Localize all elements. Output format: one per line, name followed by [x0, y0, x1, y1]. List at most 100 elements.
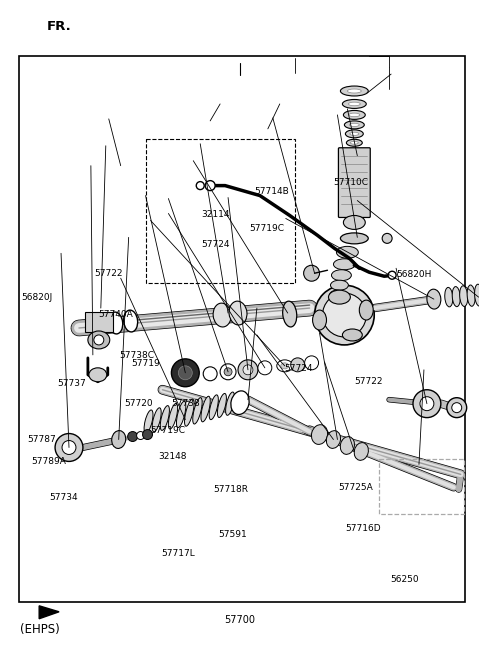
Ellipse shape — [343, 111, 365, 120]
Ellipse shape — [340, 233, 368, 244]
Ellipse shape — [344, 121, 364, 129]
Circle shape — [62, 441, 76, 455]
Circle shape — [179, 366, 192, 380]
Circle shape — [243, 365, 253, 375]
Ellipse shape — [342, 99, 366, 109]
Ellipse shape — [94, 335, 104, 345]
Ellipse shape — [340, 86, 368, 96]
Ellipse shape — [452, 286, 460, 307]
Circle shape — [137, 432, 144, 439]
Ellipse shape — [193, 398, 202, 424]
Text: 57722: 57722 — [355, 377, 383, 387]
Circle shape — [291, 358, 305, 372]
Text: 57787: 57787 — [28, 434, 56, 443]
Text: 57722: 57722 — [95, 269, 123, 278]
Text: 56820J: 56820J — [22, 292, 53, 301]
Text: 57719: 57719 — [131, 359, 160, 368]
Text: 57789A: 57789A — [31, 456, 66, 466]
Text: 57700: 57700 — [225, 615, 255, 625]
Ellipse shape — [184, 399, 194, 426]
Ellipse shape — [326, 431, 340, 449]
Ellipse shape — [332, 269, 351, 281]
Circle shape — [203, 367, 217, 381]
Ellipse shape — [360, 300, 373, 320]
Ellipse shape — [231, 391, 249, 415]
Ellipse shape — [209, 395, 218, 420]
Text: 32114: 32114 — [201, 211, 229, 220]
Ellipse shape — [460, 286, 468, 307]
Bar — [379, 460, 464, 514]
Polygon shape — [39, 606, 59, 619]
Ellipse shape — [347, 139, 362, 146]
Circle shape — [314, 285, 374, 345]
Ellipse shape — [348, 89, 361, 93]
Text: 56250: 56250 — [390, 575, 419, 584]
Ellipse shape — [467, 285, 475, 306]
Ellipse shape — [213, 303, 231, 327]
Ellipse shape — [177, 402, 186, 428]
Text: (EHPS): (EHPS) — [21, 623, 60, 636]
Bar — [145, 139, 295, 283]
Text: 57725A: 57725A — [338, 483, 372, 492]
Circle shape — [220, 364, 236, 380]
Text: 57740A: 57740A — [98, 310, 132, 319]
Text: 32148: 32148 — [158, 452, 186, 461]
Ellipse shape — [312, 424, 328, 445]
Ellipse shape — [312, 310, 326, 330]
Ellipse shape — [445, 287, 453, 307]
Text: 57724: 57724 — [284, 364, 313, 373]
Ellipse shape — [475, 284, 480, 306]
Ellipse shape — [144, 410, 153, 433]
Text: 56820H: 56820H — [396, 270, 432, 279]
Circle shape — [128, 432, 138, 441]
Ellipse shape — [336, 247, 358, 258]
Text: 57738C: 57738C — [120, 351, 155, 360]
Circle shape — [171, 359, 199, 387]
Text: 57720: 57720 — [124, 399, 153, 407]
Circle shape — [238, 360, 258, 380]
Ellipse shape — [88, 331, 110, 349]
Ellipse shape — [226, 392, 235, 415]
Ellipse shape — [281, 363, 288, 369]
Text: 57724: 57724 — [201, 241, 229, 249]
Bar — [85, 312, 113, 332]
Ellipse shape — [201, 396, 210, 422]
FancyBboxPatch shape — [338, 148, 370, 218]
Ellipse shape — [152, 408, 161, 432]
Text: FR.: FR. — [47, 20, 72, 33]
Ellipse shape — [427, 289, 441, 309]
Circle shape — [258, 361, 272, 375]
Text: 57719C: 57719C — [151, 426, 186, 435]
Ellipse shape — [168, 404, 178, 429]
Ellipse shape — [348, 102, 360, 106]
Ellipse shape — [277, 360, 293, 372]
Circle shape — [420, 397, 434, 411]
Circle shape — [388, 271, 396, 279]
Ellipse shape — [217, 394, 227, 417]
Text: 57717L: 57717L — [161, 549, 195, 558]
Text: 57738: 57738 — [171, 399, 200, 407]
Circle shape — [452, 403, 462, 413]
Ellipse shape — [343, 215, 365, 230]
Text: 57737: 57737 — [58, 379, 86, 388]
Text: 57716D: 57716D — [345, 525, 381, 534]
Text: 57719C: 57719C — [250, 224, 285, 233]
Ellipse shape — [328, 290, 350, 304]
Ellipse shape — [342, 329, 362, 341]
Ellipse shape — [160, 405, 169, 430]
Circle shape — [224, 368, 232, 376]
Ellipse shape — [334, 259, 355, 269]
Ellipse shape — [112, 430, 126, 449]
Circle shape — [413, 390, 441, 418]
Ellipse shape — [329, 300, 343, 309]
Ellipse shape — [349, 123, 360, 126]
Bar — [19, 56, 465, 602]
Circle shape — [323, 293, 366, 337]
Ellipse shape — [354, 443, 368, 460]
Circle shape — [447, 398, 467, 418]
Ellipse shape — [350, 132, 359, 135]
Text: 57710C: 57710C — [333, 178, 368, 187]
Ellipse shape — [108, 312, 123, 334]
Ellipse shape — [382, 233, 392, 243]
Text: 57718R: 57718R — [214, 485, 249, 494]
